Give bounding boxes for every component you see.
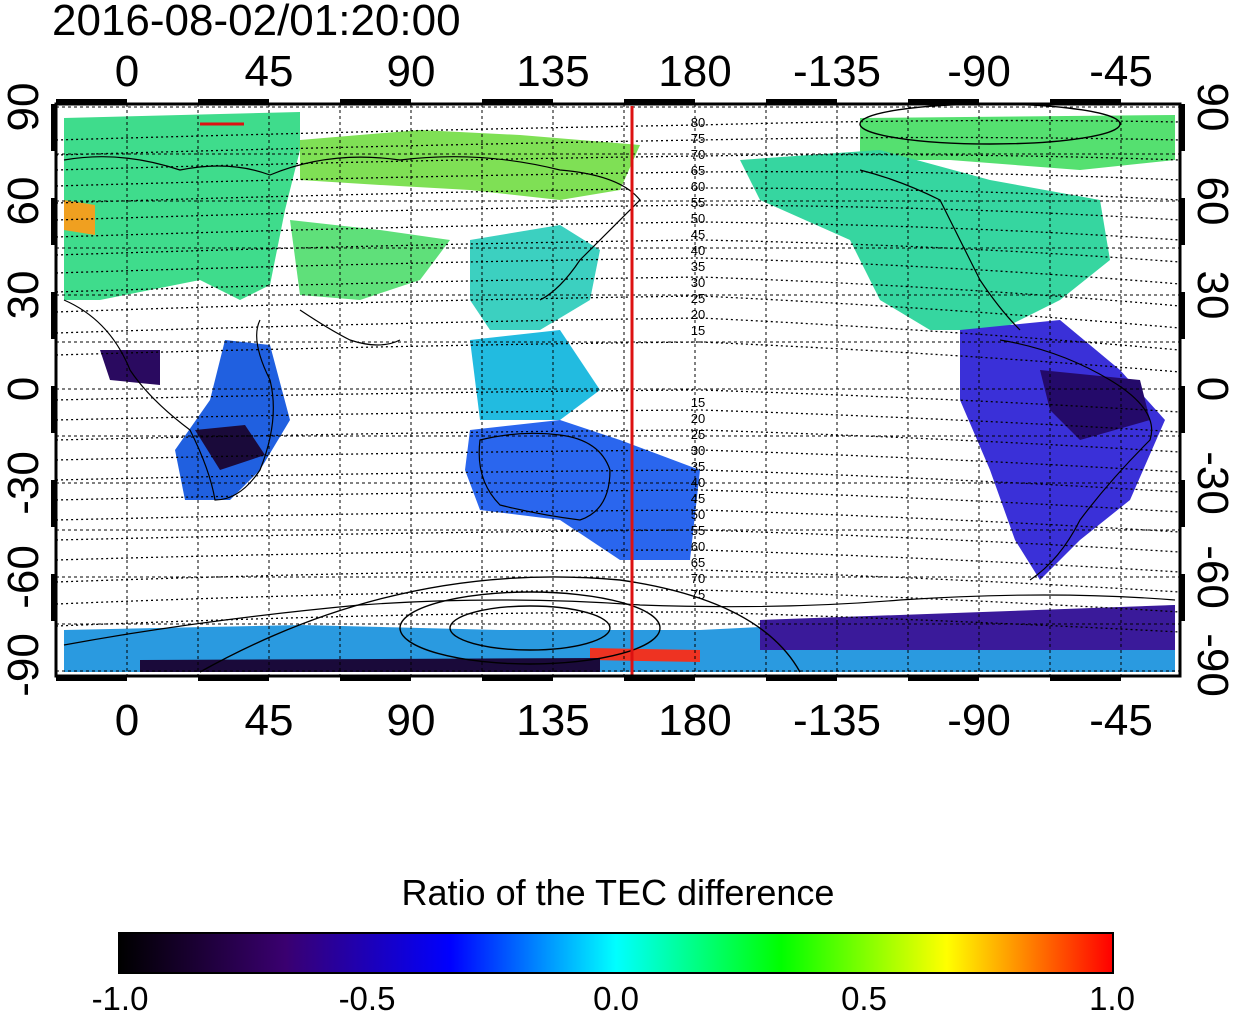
patch-antarctic-dark (140, 658, 600, 672)
tec-map: 8075706560555045403530252015152025303540… (0, 47, 1237, 745)
coastlines (63, 156, 1176, 646)
lon-tick-top: -45 (1089, 47, 1153, 96)
contour-label: 20 (691, 411, 705, 426)
lon-tick-top: 90 (387, 47, 436, 96)
lon-tick-bottom: 135 (516, 696, 589, 745)
lat-tick-left: 60 (0, 177, 48, 226)
lon-tick-bottom: 90 (387, 696, 436, 745)
contour-label: 25 (691, 291, 705, 306)
lon-tick-top: 0 (115, 47, 139, 96)
lon-tick-top: -135 (793, 47, 881, 96)
lat-axis-left: 90 60 30 0 -30 -60 -90 (0, 83, 48, 697)
lat-tick-right: -60 (1188, 545, 1237, 609)
contour-label: 80 (691, 115, 705, 130)
lat-tick-left: 30 (0, 271, 48, 320)
lat-tick-left: -60 (0, 545, 48, 609)
lon-tick-bottom: 180 (658, 696, 731, 745)
lat-tick-right: -30 (1188, 451, 1237, 515)
lon-tick-top: 135 (516, 47, 589, 96)
lon-tick-top: -90 (947, 47, 1011, 96)
contour-labels: 8075706560555045403530252015152025303540… (691, 115, 705, 602)
patch-australia (465, 420, 700, 560)
lon-axis-top: 0 45 90 135 180 -135 -90 -45 (115, 47, 1153, 96)
lon-axis-bottom: 0 45 90 135 180 -135 -90 -45 (115, 696, 1153, 745)
axis-bars (51, 99, 1185, 681)
patch-antarctic-purple (760, 605, 1175, 650)
patch-asia-mid (290, 220, 450, 300)
patch-south-america (960, 320, 1165, 580)
patch-antarctic-red (590, 648, 700, 662)
lon-tick-top: 45 (245, 47, 294, 96)
tec-data-patches (64, 112, 1175, 672)
contour-label: 70 (691, 147, 705, 162)
contour-label: 60 (691, 179, 705, 194)
contour-label: 50 (691, 211, 705, 226)
lon-tick-top: 180 (658, 47, 731, 96)
contour-label: 75 (691, 587, 705, 602)
contour-label: 65 (691, 163, 705, 178)
colorbar-tick: 0.0 (593, 980, 639, 1017)
patch-china (470, 225, 600, 330)
colorbar-tick: 0.5 (841, 980, 887, 1017)
patch-siberia (300, 130, 640, 200)
contour-label: 25 (691, 427, 705, 442)
contour-label: 40 (691, 475, 705, 490)
contour-label: 70 (691, 571, 705, 586)
colorbar-tick: -0.5 (338, 980, 396, 1017)
patch-africa-west (100, 350, 160, 385)
lat-tick-right: 60 (1188, 177, 1237, 226)
contour-label: 55 (691, 523, 705, 538)
contour-label: 35 (691, 459, 705, 474)
contour-label: 35 (691, 259, 705, 274)
lat-tick-right: 30 (1188, 271, 1237, 320)
lon-tick-bottom: -90 (947, 696, 1011, 745)
patch-sea (470, 330, 600, 420)
map-title: 2016-08-02/01:20:00 (52, 0, 461, 45)
graticule (56, 104, 1180, 676)
contour-label: 20 (691, 307, 705, 322)
lon-tick-bottom: -45 (1089, 696, 1153, 745)
lat-tick-left: -90 (0, 633, 48, 697)
colorbar (118, 932, 1114, 974)
colorbar-tick: 1.0 (1089, 980, 1135, 1017)
lat-tick-right: -90 (1188, 633, 1237, 697)
lat-tick-left: 0 (0, 377, 48, 401)
contour-label: 65 (691, 555, 705, 570)
lat-tick-left: -30 (0, 451, 48, 515)
lon-tick-bottom: 45 (245, 696, 294, 745)
contour-label: 75 (691, 131, 705, 146)
contour-label: 30 (691, 443, 705, 458)
contour-label: 15 (691, 395, 705, 410)
contour-label: 50 (691, 507, 705, 522)
colorbar-tick: -1.0 (91, 980, 149, 1017)
colorbar-title: Ratio of the TEC difference (401, 872, 835, 913)
patch-europe (64, 112, 300, 300)
lat-tick-right: 0 (1188, 377, 1237, 401)
contour-label: 60 (691, 539, 705, 554)
lat-tick-left: 90 (0, 83, 48, 132)
contour-label: 45 (691, 491, 705, 506)
lon-tick-bottom: -135 (793, 696, 881, 745)
contour-label: 15 (691, 323, 705, 338)
patch-north-america (740, 150, 1110, 330)
patch-arctic (860, 115, 1175, 170)
lon-tick-bottom: 0 (115, 696, 139, 745)
contour-label: 45 (691, 227, 705, 242)
patch-europe-red (64, 200, 95, 235)
lat-tick-right: 90 (1188, 83, 1237, 132)
contour-label: 55 (691, 195, 705, 210)
contour-label: 30 (691, 275, 705, 290)
contour-label: 40 (691, 243, 705, 258)
lat-axis-right: 90 60 30 0 -30 -60 -90 (1188, 83, 1237, 697)
